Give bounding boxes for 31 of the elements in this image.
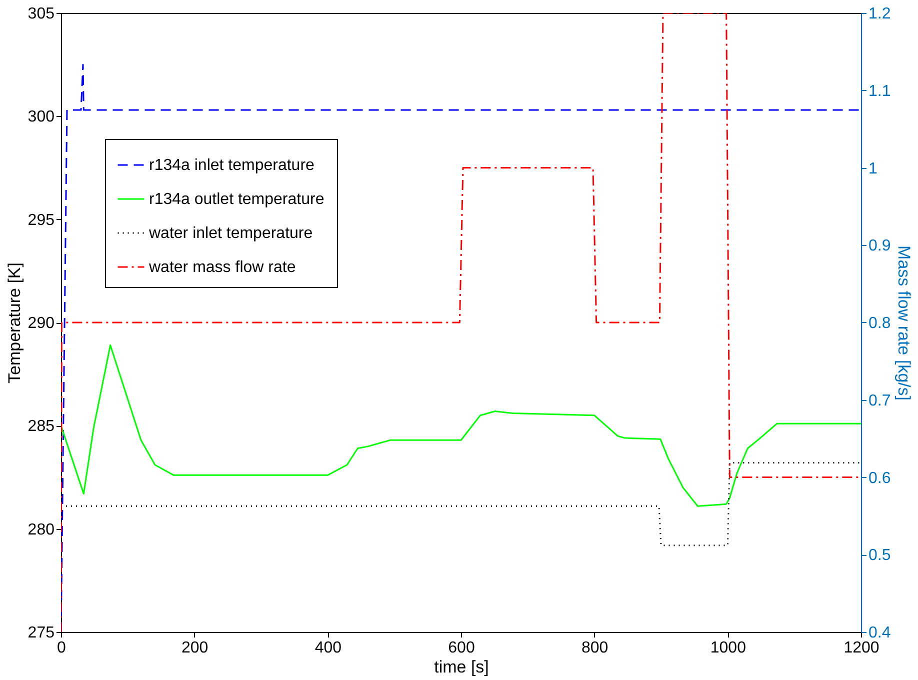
y2-tick-label: 0.6 bbox=[868, 470, 891, 487]
y-tick-label: 280 bbox=[28, 521, 55, 538]
x-tick-label: 800 bbox=[581, 640, 608, 656]
y-tick-label: 305 bbox=[28, 6, 55, 22]
x-tick-label: 0 bbox=[57, 640, 66, 656]
y2-tick-label: 0.7 bbox=[868, 392, 891, 410]
legend-label: water inlet temperature bbox=[148, 225, 313, 242]
y-tick-label: 300 bbox=[28, 108, 55, 126]
y2-tick-label: 1.2 bbox=[868, 6, 891, 22]
legend-label: r134a outlet temperature bbox=[149, 191, 324, 208]
x-tick-label: 1200 bbox=[844, 640, 880, 656]
y-tick-label: 295 bbox=[28, 212, 55, 229]
y2-tick-label: 0.4 bbox=[868, 624, 891, 642]
x-tick-label: 1000 bbox=[710, 640, 746, 656]
x-axis-title: time [s] bbox=[434, 658, 489, 676]
legend-label: r134a inlet temperature bbox=[149, 157, 315, 174]
x-tick-label: 200 bbox=[181, 640, 208, 656]
y-tick-label: 285 bbox=[28, 418, 55, 436]
y2-tick-label: 1.1 bbox=[868, 82, 891, 100]
x-tick-label: 400 bbox=[314, 640, 342, 656]
y2-axis-title: Mass flow rate [kg/s] bbox=[894, 246, 914, 400]
y-tick-label: 290 bbox=[28, 315, 55, 332]
y2-tick-label: 0.5 bbox=[868, 547, 891, 564]
line-series bbox=[61, 344, 861, 507]
y2-tick-label: 0.9 bbox=[868, 238, 891, 255]
y-tick-label: 275 bbox=[28, 624, 55, 642]
x-tick-label: 600 bbox=[448, 640, 475, 656]
y2-tick-label: 0.8 bbox=[868, 315, 891, 332]
y-axis-title: Temperature [K] bbox=[4, 262, 24, 384]
y2-tick-label: 1 bbox=[868, 160, 878, 178]
legend-label: water mass flow rate bbox=[148, 259, 296, 276]
